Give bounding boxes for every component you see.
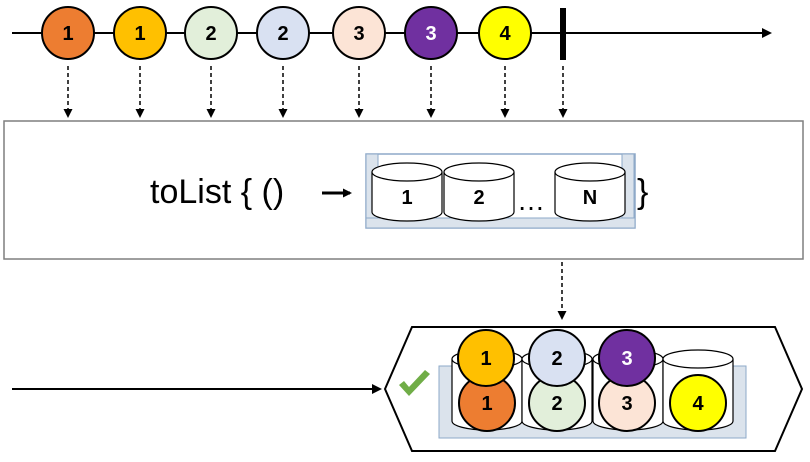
list-cylinder: 1 [371,162,443,222]
ellipsis: … [517,185,545,216]
input-marble: 1 [113,6,167,60]
operator-text: toList { () [150,173,284,211]
output-marble: 1 [457,329,515,387]
list-cylinder: 2 [443,162,515,222]
input-marble: 2 [256,6,310,60]
input-marbles: 1 1 2 2 3 3 4 [41,6,532,60]
marble-label: 3 [621,393,632,415]
operator-cylinders: 1 2 N [371,162,626,222]
output-marble: 4 [669,374,727,432]
output-marble: 2 [528,329,586,387]
cylinder-label: 1 [401,187,412,209]
list-cylinder: N [554,162,626,222]
marble-label: 3 [425,23,436,45]
marble-label: 3 [353,23,364,45]
cylinder-label: 2 [473,187,484,209]
input-marble: 3 [404,6,458,60]
input-marble: 3 [332,6,386,60]
input-marble: 4 [478,6,532,60]
output-marble: 3 [598,329,656,387]
marble-label: 2 [551,393,562,415]
marble-label: 2 [551,348,562,370]
check-icon [399,370,430,396]
marble-label: 1 [480,348,491,370]
emission-arrows [63,66,568,118]
marble-label: 1 [481,393,492,415]
operator-closing-brace: } [637,173,648,211]
marble-label: 3 [621,348,632,370]
output-marbles-top: 1 2 3 [457,329,656,387]
marble-label: 2 [277,23,288,45]
marble-label: 4 [692,393,704,415]
marble-label: 1 [62,23,73,45]
marble-label: 1 [134,23,145,45]
input-marble: 1 [41,6,95,60]
marble-label: 4 [499,23,511,45]
output-marbles-bottom: 1 2 3 4 [458,374,727,432]
marble-label: 2 [205,23,216,45]
output-marble: 1 [458,374,516,432]
input-marble: 2 [184,6,238,60]
cylinder-label: N [583,187,597,209]
